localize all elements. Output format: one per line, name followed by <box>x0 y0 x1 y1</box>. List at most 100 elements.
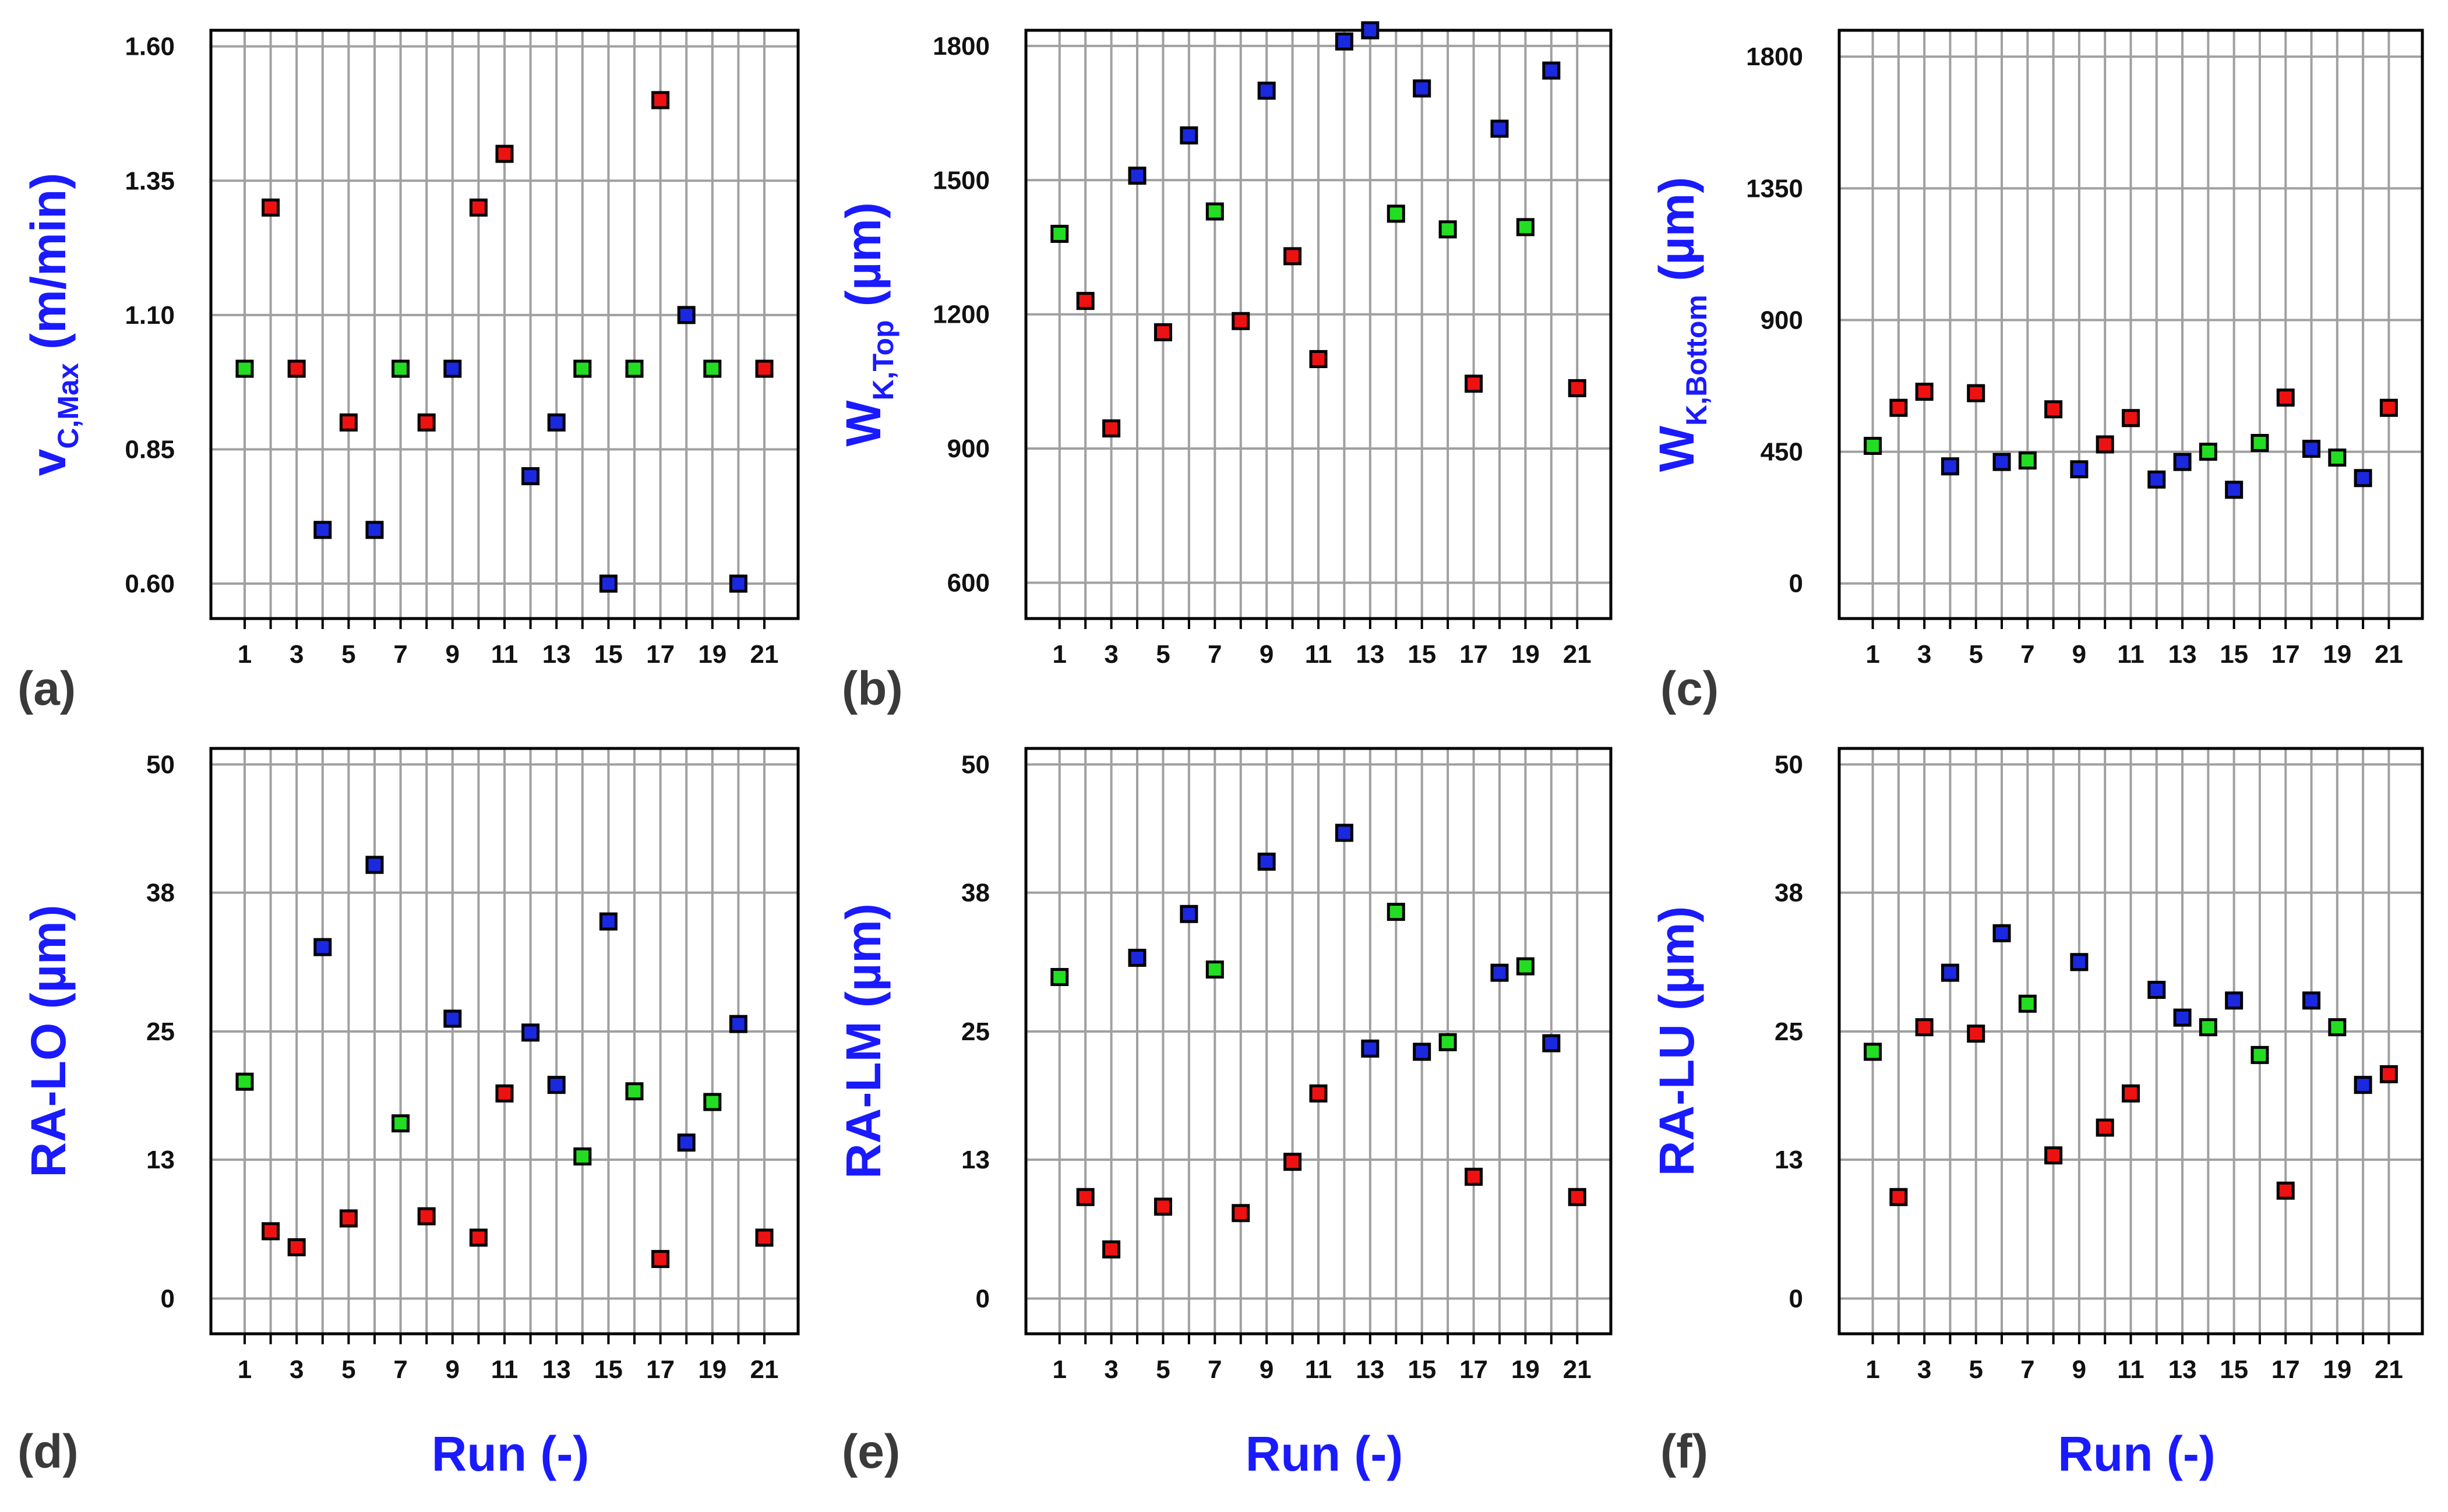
x-tick-label: 21 <box>2375 640 2403 669</box>
y-tick-label: 38 <box>961 879 990 907</box>
data-point <box>547 1076 566 1094</box>
x-tick-label: 19 <box>1511 640 1540 669</box>
data-point <box>1283 247 1302 266</box>
data-point <box>417 1207 436 1225</box>
data-point <box>1257 82 1276 100</box>
data-point <box>365 856 384 874</box>
panel-label: (d) <box>17 1425 79 1478</box>
x-tick-label: 13 <box>542 640 571 669</box>
data-point <box>1335 32 1353 51</box>
data-point <box>339 413 358 432</box>
panel-label: (b) <box>842 662 903 715</box>
data-point <box>1205 202 1224 221</box>
data-point <box>1992 453 2011 471</box>
panel-a: 0.600.851.101.351.601 3 5 7 9 11 13 15 17 19 21vC,… <box>17 29 800 715</box>
data-point <box>235 359 254 378</box>
x-tick-label: 13 <box>542 1355 571 1384</box>
x-tick-label: 7 <box>2020 640 2034 669</box>
data-point <box>365 521 384 539</box>
data-point <box>1335 824 1353 842</box>
y-tick-label: 1.60 <box>125 33 175 61</box>
data-point <box>1413 1043 1431 1061</box>
x-tick-label: 11 <box>1305 1355 1332 1384</box>
x-tick-label: 1 <box>1865 1355 1879 1384</box>
x-tick-label: 19 <box>698 1355 726 1384</box>
y-tick-label: 50 <box>1775 751 1803 779</box>
x-tick-label: 19 <box>2323 640 2351 669</box>
x-tick-label: 9 <box>446 1355 460 1384</box>
data-point <box>1941 457 1959 476</box>
x-tick-label: 9 <box>1260 640 1274 669</box>
data-point <box>1992 924 2011 942</box>
data-point <box>2147 980 2166 999</box>
data-point <box>1568 379 1586 397</box>
data-point <box>2147 470 2166 489</box>
data-point <box>2302 991 2321 1010</box>
data-point <box>1465 375 1483 393</box>
data-point <box>1387 204 1405 223</box>
x-tick-label: 17 <box>1459 640 1488 669</box>
data-point <box>521 467 540 486</box>
y-tick-label: 13 <box>146 1146 175 1174</box>
x-tick-label: 9 <box>2072 640 2086 669</box>
data-point <box>1490 963 1509 982</box>
y-tick-label: 25 <box>961 1018 990 1046</box>
data-point <box>1205 960 1224 979</box>
data-point <box>1076 1188 1095 1206</box>
x-tick-label: 13 <box>2168 1355 2197 1384</box>
data-point <box>2354 1076 2372 1094</box>
x-axis-label: Run (-) <box>432 1426 590 1481</box>
data-point <box>2225 481 2244 499</box>
y-tick-label: 1800 <box>1746 43 1803 71</box>
data-point <box>1465 1167 1483 1186</box>
data-point <box>651 1250 670 1269</box>
data-point <box>339 1209 358 1228</box>
x-tick-label: 21 <box>750 1355 779 1384</box>
data-point <box>677 1133 696 1152</box>
data-point <box>1283 1153 1302 1171</box>
y-tick-label: 0 <box>161 1284 175 1313</box>
data-point <box>1915 1018 1934 1037</box>
data-point <box>625 359 644 378</box>
panel-label: (f) <box>1660 1425 1708 1478</box>
data-point <box>573 359 592 378</box>
data-point <box>495 1084 514 1103</box>
data-point <box>2096 1118 2114 1137</box>
data-point <box>521 1023 540 1042</box>
y-axis-label-unit: (µm) <box>836 202 891 320</box>
y-axis-label: RA-LM (µm) <box>836 903 891 1179</box>
data-point <box>1309 350 1328 369</box>
x-tick-label: 5 <box>1156 640 1170 669</box>
data-point <box>443 359 462 378</box>
data-point <box>2276 388 2295 407</box>
data-point <box>2173 453 2192 471</box>
data-point <box>287 1238 306 1256</box>
x-tick-label: 17 <box>646 640 675 669</box>
data-point <box>2018 994 2037 1013</box>
data-point <box>1967 1025 1985 1043</box>
x-tick-label: 3 <box>1104 640 1118 669</box>
data-point <box>1180 905 1198 923</box>
x-tick-label: 21 <box>750 640 779 669</box>
y-tick-label: 0 <box>1789 570 1803 598</box>
data-point <box>1542 1034 1561 1052</box>
y-axis-label-main: RA-LU (µm) <box>1649 906 1704 1177</box>
data-point <box>417 413 436 432</box>
x-tick-label: 7 <box>393 640 407 669</box>
y-tick-label: 38 <box>146 879 175 907</box>
data-point <box>2328 448 2347 467</box>
data-point <box>2044 1146 2063 1165</box>
data-point <box>1102 419 1121 438</box>
x-tick-label: 11 <box>1305 640 1332 669</box>
y-tick-label: 1.35 <box>125 167 175 195</box>
data-point <box>1076 292 1095 310</box>
data-point <box>729 574 747 593</box>
x-tick-label: 15 <box>2220 640 2248 669</box>
data-point <box>729 1015 747 1033</box>
x-tick-label: 15 <box>2220 1355 2248 1384</box>
data-point <box>677 306 696 324</box>
panel-label: (e) <box>842 1425 900 1478</box>
x-tick-label: 17 <box>2271 1355 2300 1384</box>
x-tick-label: 13 <box>2168 640 2197 669</box>
y-axis-label-subscript: K,Bottom <box>1680 295 1713 426</box>
